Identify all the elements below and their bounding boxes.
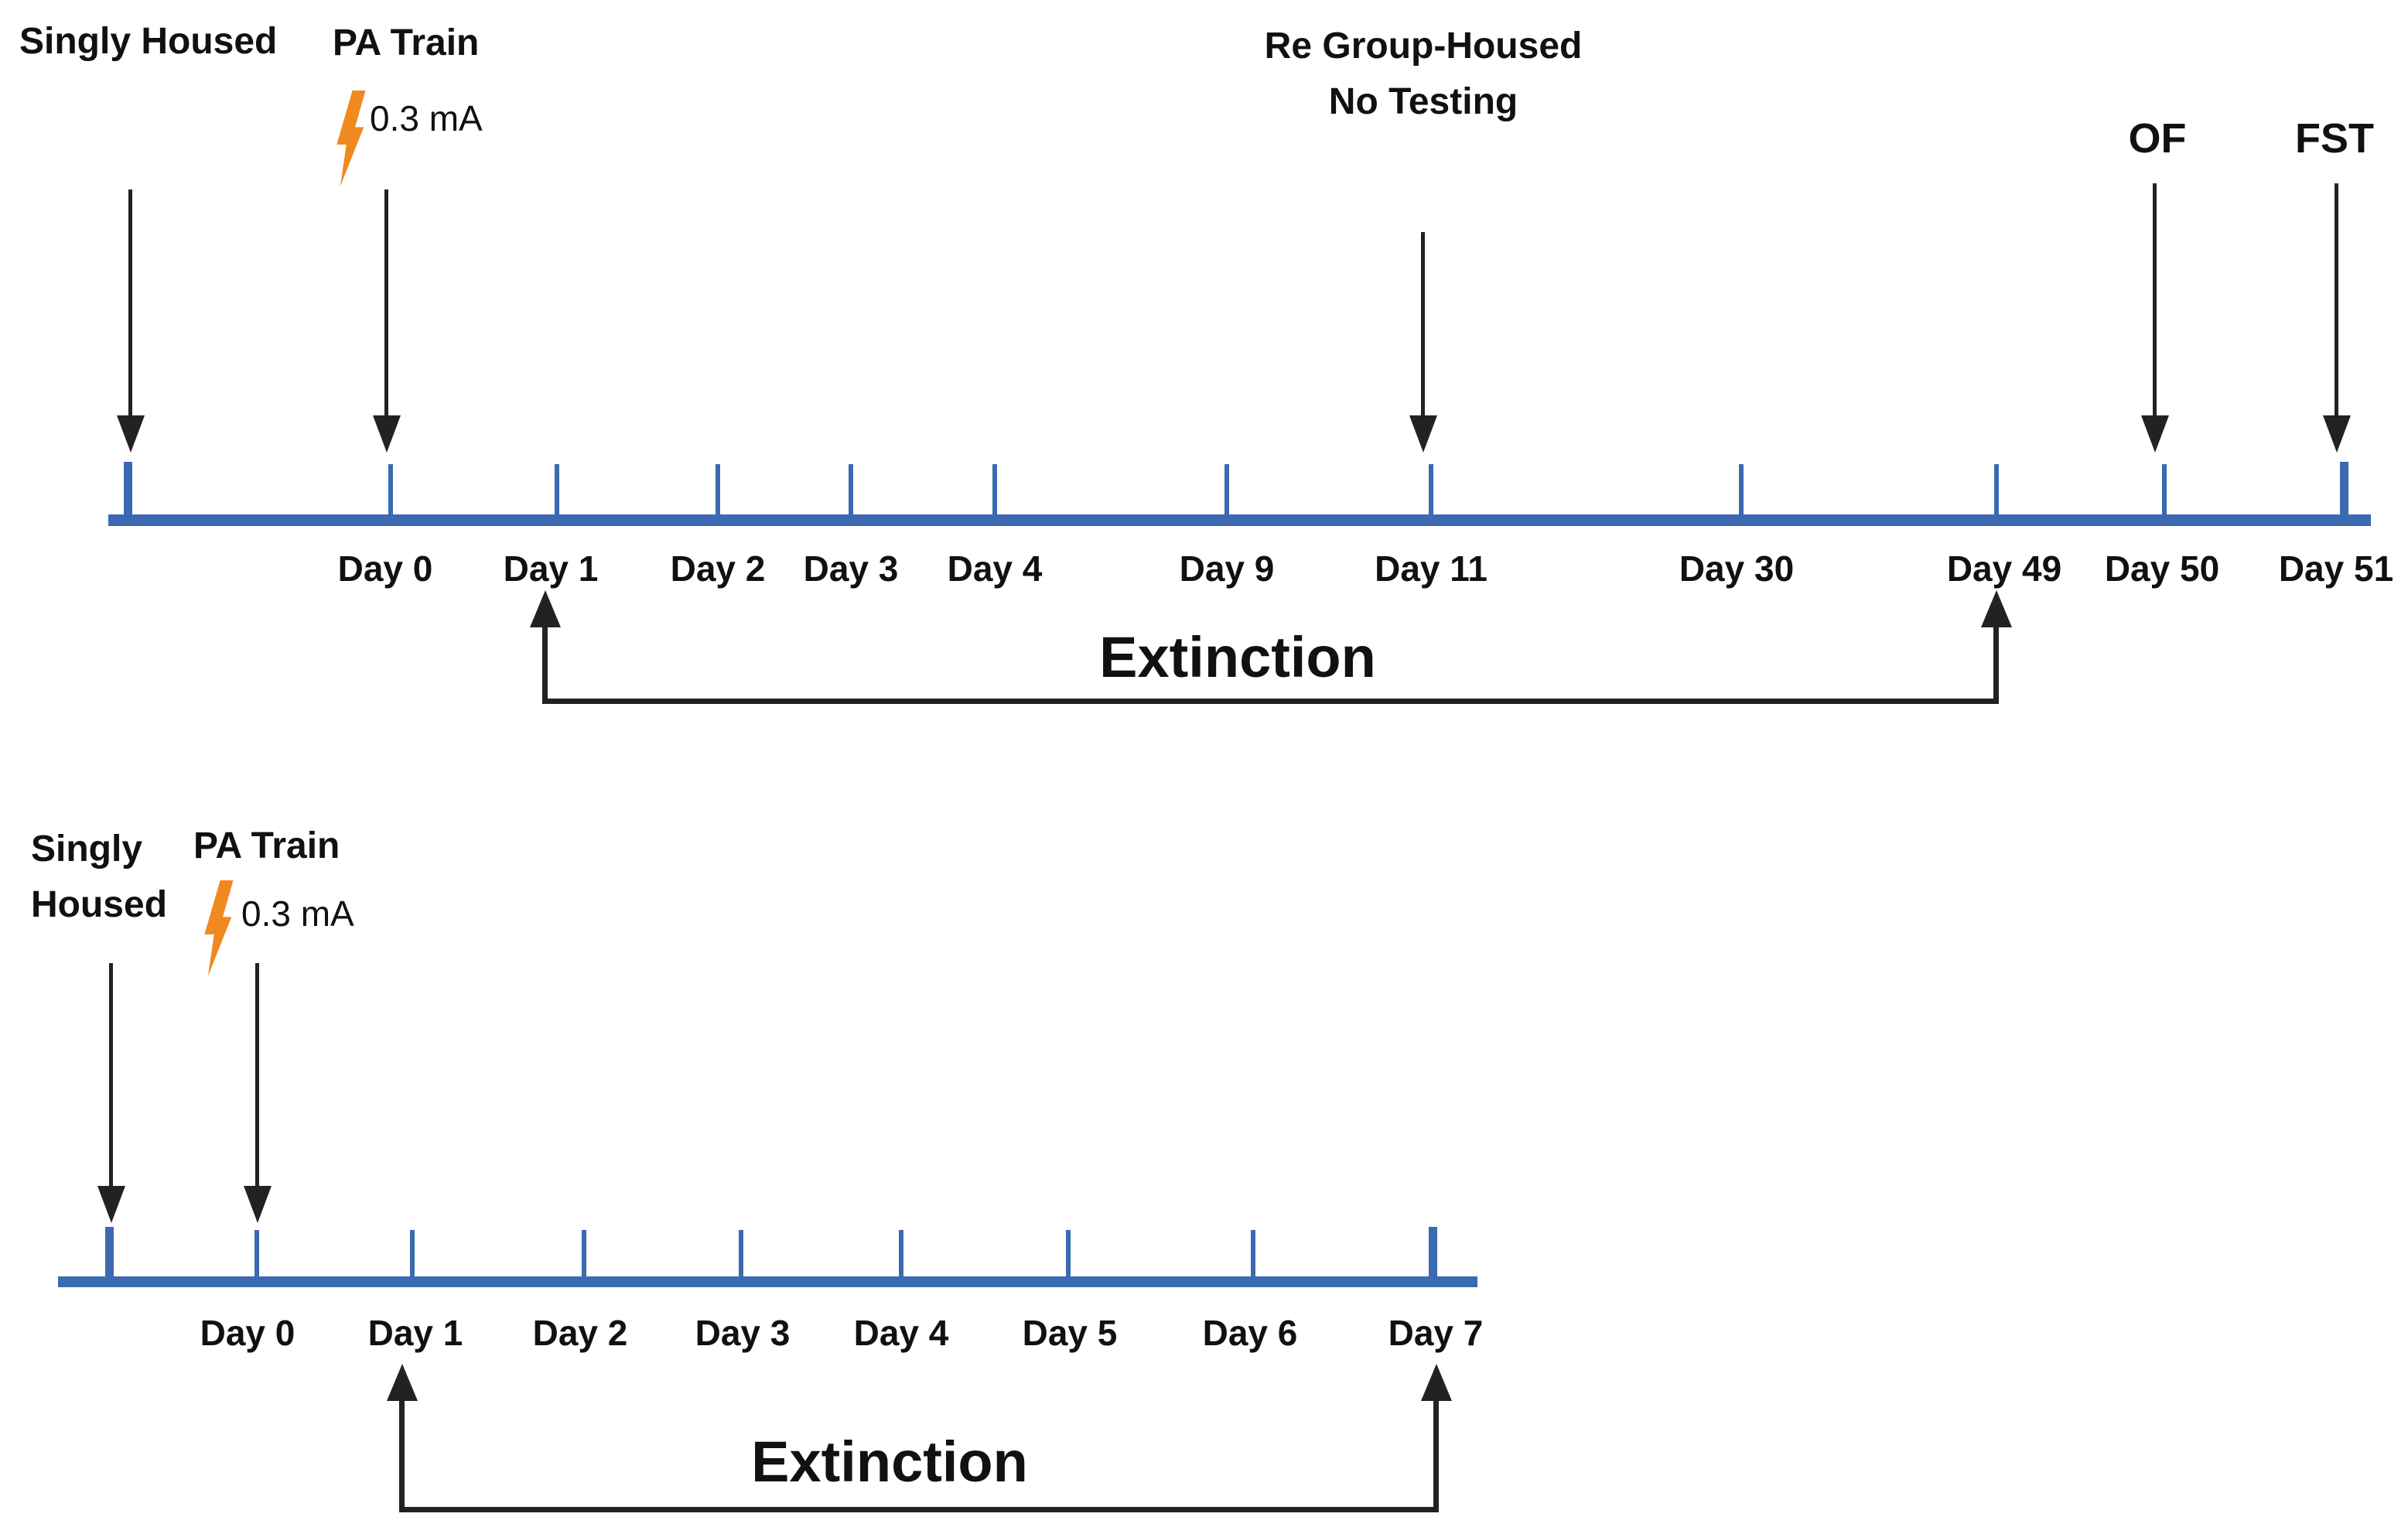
of-label: OF	[2128, 115, 2187, 162]
pa-train-label: PA Train	[193, 825, 340, 866]
arrow-down-icon	[1409, 415, 1437, 453]
arrow-shaft	[109, 963, 113, 1187]
bracket-riser	[1433, 1396, 1439, 1512]
day-label: Day 1	[367, 1313, 463, 1353]
pa-train-label: PA Train	[333, 22, 480, 63]
arrow-up-icon	[530, 590, 561, 627]
arrow-down-icon	[97, 1186, 125, 1223]
day-label: Day 0	[337, 548, 433, 589]
fst-label: FST	[2295, 115, 2374, 162]
regroup-line2: No Testing	[1328, 81, 1518, 122]
tick-start	[124, 462, 132, 514]
timeline-axis	[108, 514, 2371, 526]
tick-day-5	[1066, 1230, 1071, 1276]
tick-day-4	[992, 464, 997, 514]
tick-day-30	[1739, 464, 1744, 514]
singly-housed-label: Singly Housed	[19, 21, 278, 62]
bracket-line	[402, 1507, 1436, 1512]
arrow-shaft	[2335, 183, 2338, 417]
tick-day-2	[582, 1230, 586, 1276]
day-label: Day 4	[853, 1313, 949, 1353]
shock-intensity-label: 0.3 mA	[370, 98, 483, 138]
arrow-down-icon	[117, 415, 145, 453]
day-label: Day 7	[1388, 1313, 1484, 1353]
day-label: Day 3	[695, 1313, 791, 1353]
arrow-shaft	[2153, 183, 2157, 417]
tick-day-4	[899, 1230, 903, 1276]
tick-start	[105, 1227, 114, 1276]
extinction-label: Extinction	[1099, 625, 1376, 689]
lightning-bolt-icon	[336, 91, 366, 186]
arrow-down-icon	[2323, 415, 2351, 453]
arrow-up-icon	[1981, 590, 2012, 627]
singly-housed-label: Singly Housed	[31, 822, 167, 933]
tick-day-11	[1429, 464, 1433, 514]
tick-day-3	[849, 464, 853, 514]
singly-line1: Singly	[31, 828, 143, 869]
tick-day-1	[410, 1230, 415, 1276]
day-label: Day 2	[532, 1313, 628, 1353]
tick-day-51	[2340, 462, 2348, 514]
day-label: Day 6	[1202, 1313, 1298, 1353]
arrow-down-icon	[2141, 415, 2169, 453]
day-label: Day 9	[1179, 548, 1275, 589]
shock-intensity-label: 0.3 mA	[241, 893, 354, 934]
arrow-shaft	[255, 963, 259, 1187]
tick-day-1	[555, 464, 559, 514]
extinction-label: Extinction	[751, 1430, 1028, 1494]
bracket-riser	[542, 623, 548, 704]
day-label: Day 0	[200, 1313, 295, 1353]
tick-day-50	[2162, 464, 2167, 514]
arrow-down-icon	[244, 1186, 272, 1223]
tick-day-0	[388, 464, 393, 514]
day-label: Day 51	[2278, 548, 2394, 589]
tick-day-7	[1429, 1227, 1437, 1276]
lightning-bolt-icon	[204, 880, 234, 976]
tick-day-0	[254, 1230, 259, 1276]
bracket-riser	[399, 1396, 405, 1512]
day-label: Day 2	[670, 548, 766, 589]
day-label: Day 49	[1946, 548, 2062, 589]
timeline-axis	[58, 1276, 1477, 1287]
day-label: Day 30	[1679, 548, 1795, 589]
bracket-riser	[1993, 623, 1999, 704]
day-label: Day 1	[503, 548, 599, 589]
arrow-up-icon	[1421, 1364, 1452, 1401]
tick-day-3	[739, 1230, 743, 1276]
day-label: Day 3	[803, 548, 899, 589]
arrow-up-icon	[387, 1364, 418, 1401]
regroup-line1: Re Group-Housed	[1264, 26, 1583, 67]
day-label: Day 50	[2104, 548, 2220, 589]
arrow-down-icon	[373, 415, 401, 453]
day-label: Day 5	[1022, 1313, 1118, 1353]
tick-day-9	[1224, 464, 1229, 514]
tick-day-49	[1994, 464, 1999, 514]
tick-day-2	[716, 464, 720, 514]
day-label: Day 11	[1375, 548, 1487, 589]
arrow-shaft	[128, 190, 132, 417]
arrow-shaft	[384, 190, 388, 417]
regroup-housed-label: Re Group-Housed No Testing	[1265, 19, 1583, 130]
bracket-line	[545, 699, 1996, 704]
arrow-shaft	[1421, 232, 1425, 417]
day-label: Day 4	[947, 548, 1043, 589]
tick-day-6	[1251, 1230, 1255, 1276]
singly-line2: Housed	[31, 884, 168, 925]
